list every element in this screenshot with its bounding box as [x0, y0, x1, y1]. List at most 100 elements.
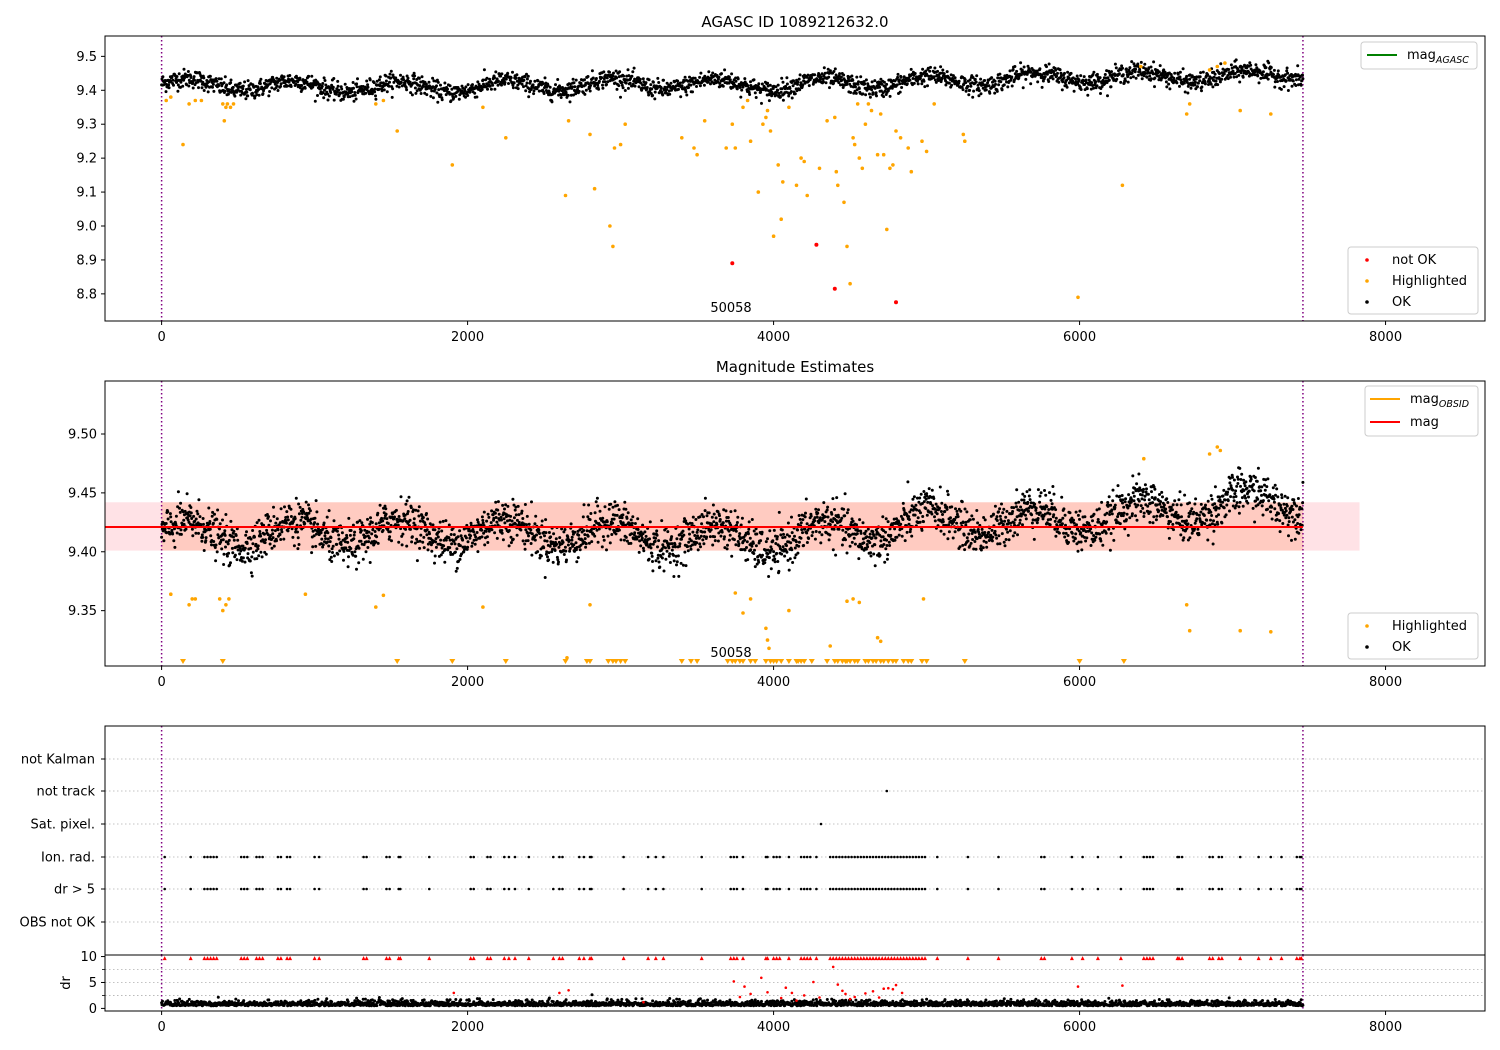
data-point-ok: [232, 535, 235, 539]
data-point-ok: [1151, 72, 1155, 76]
data-point-ok: [633, 77, 637, 81]
data-point-ok: [449, 533, 453, 536]
data-point-ok: [251, 529, 255, 532]
data-point-ok: [526, 531, 530, 535]
data-point-ok: [757, 560, 761, 564]
data-point-ok: [740, 516, 744, 520]
data-point-ok: [226, 542, 230, 546]
data-point-ok: [1130, 60, 1134, 64]
data-point-ok: [1291, 79, 1295, 83]
data-point-ok: [502, 517, 506, 521]
data-point-ok: [873, 79, 877, 83]
data-point-ok: [227, 551, 231, 555]
data-point-ok: [509, 541, 513, 545]
data-point-ok: [1231, 69, 1235, 73]
data-point-ok: [1115, 77, 1119, 81]
data-point-ok: [870, 536, 874, 540]
data-point-ok: [670, 542, 674, 546]
data-point-ok: [969, 84, 973, 88]
data-point-ok: [796, 551, 800, 555]
data-point-ok: [1124, 67, 1128, 71]
data-point-ok: [561, 540, 565, 544]
data-point-ok: [1178, 75, 1182, 79]
data-point-ok: [246, 552, 250, 556]
data-point-ok: [176, 89, 180, 93]
data-point-ok: [374, 97, 378, 101]
data-point-ok: [364, 550, 368, 554]
data-point-ok: [342, 95, 346, 99]
data-point-ok: [264, 552, 268, 556]
data-point-highlighted: [924, 149, 929, 154]
data-point-ok: [689, 83, 693, 87]
data-point-ok: [519, 528, 523, 532]
data-point-ok: [971, 95, 975, 99]
y-tick-label: 8.8: [76, 287, 97, 302]
data-point-ok: [458, 544, 462, 548]
data-point-ok: [668, 561, 672, 564]
data-point-ok: [538, 532, 541, 535]
data-point-ok: [964, 89, 968, 93]
data-point-ok: [470, 544, 474, 548]
data-point-ok: [907, 518, 911, 521]
data-point-ok: [276, 528, 280, 532]
data-point-highlighted: [787, 105, 791, 110]
data-point-ok: [379, 81, 383, 85]
data-point-ok: [703, 496, 707, 500]
data-point-ok: [703, 530, 707, 534]
data-point-ok: [530, 532, 534, 536]
data-point-ok: [212, 540, 216, 543]
data-point-ok: [511, 537, 515, 541]
data-point-ok: [837, 81, 841, 85]
data-point-ok: [326, 92, 330, 96]
data-point-ok: [890, 86, 894, 90]
data-point-ok: [850, 74, 854, 78]
data-point-ok: [264, 538, 267, 542]
data-point-ok: [517, 76, 521, 80]
data-point-ok: [503, 507, 506, 511]
data-point-ok: [527, 534, 530, 538]
data-point-ok: [493, 76, 496, 80]
panel-magnitude: Magnitude Estimates 0 2000 4000 6000 80009.3…: [68, 358, 1486, 690]
data-point-ok: [486, 512, 490, 516]
data-point-ok: [633, 531, 637, 535]
data-point-ok: [1134, 67, 1138, 71]
data-point-ok: [648, 520, 652, 524]
data-point-ok: [947, 530, 951, 534]
data-point-ok: [346, 565, 350, 569]
data-point-ok: [823, 515, 827, 519]
data-point-ok: [822, 501, 826, 505]
data-point-ok: [924, 69, 928, 73]
data-point-ok: [259, 77, 263, 81]
data-point-ok: [544, 518, 548, 522]
data-point-ok: [907, 515, 911, 519]
data-point-ok: [1181, 67, 1185, 71]
data-point-ok: [666, 530, 670, 534]
data-point-ok: [160, 535, 164, 539]
data-point-ok: [921, 515, 925, 518]
data-point-ok: [1000, 88, 1004, 92]
data-point-ok: [617, 528, 621, 532]
data-point-ok: [448, 84, 452, 88]
data-point-ok: [427, 80, 431, 84]
data-point-ok: [485, 76, 489, 80]
data-point-ok: [967, 93, 971, 97]
data-point-highlighted: [504, 136, 508, 140]
data-point-ok: [995, 515, 999, 519]
data-point-ok: [713, 535, 717, 539]
data-point-ok: [410, 93, 414, 97]
data-point-ok: [942, 72, 946, 76]
data-point-ok: [483, 543, 487, 547]
data-point-ok: [529, 542, 533, 545]
data-point-ok: [570, 85, 574, 89]
data-point-ok: [866, 527, 870, 531]
data-point-ok: [338, 91, 342, 95]
data-point-ok: [590, 69, 594, 73]
data-point-ok: [292, 544, 296, 548]
data-point-ok: [605, 520, 609, 524]
data-point-ok: [960, 85, 964, 89]
data-point-ok: [534, 514, 538, 518]
data-point-ok: [526, 539, 530, 543]
data-point-ok: [408, 80, 412, 84]
data-point-highlighted: [612, 146, 617, 150]
data-point-ok: [778, 95, 782, 99]
